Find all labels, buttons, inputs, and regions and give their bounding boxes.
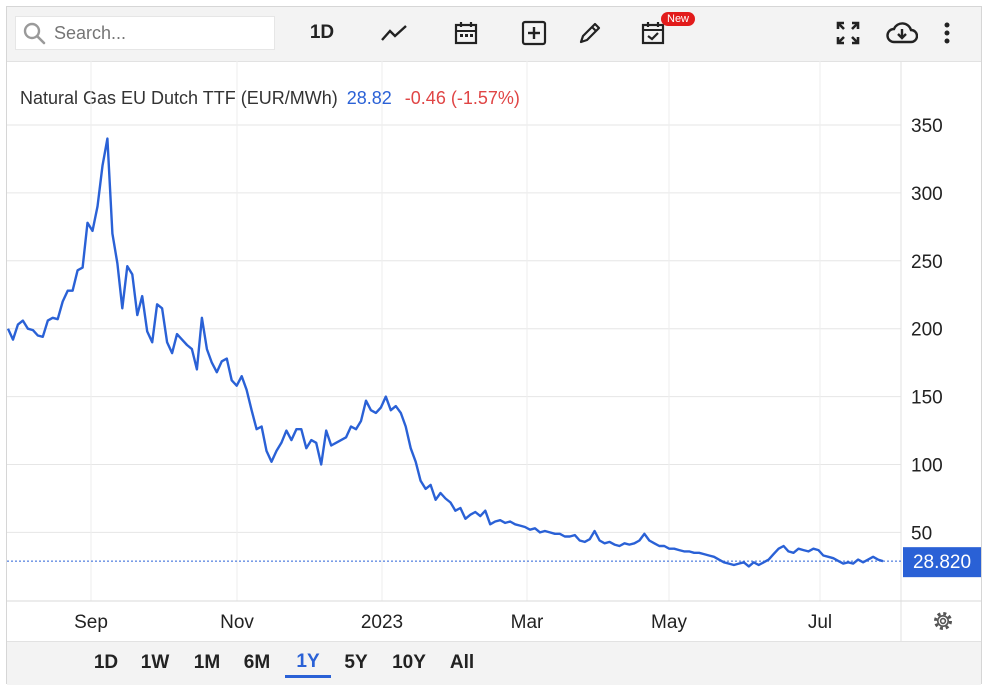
download-cloud-icon[interactable] — [885, 18, 919, 48]
x-tick-label: Jul — [808, 612, 832, 633]
y-tick-label: 250 — [911, 252, 943, 273]
calendar-icon[interactable] — [451, 18, 481, 48]
event-calendar-icon[interactable] — [638, 18, 668, 48]
instrument-name: Natural Gas EU Dutch TTF (EUR/MWh) — [20, 88, 338, 108]
search-icon — [23, 22, 46, 45]
range-button-1d[interactable]: 1D — [93, 652, 119, 673]
y-tick-label: 350 — [911, 116, 943, 137]
search-input[interactable] — [52, 21, 266, 45]
y-tick-label: 150 — [911, 388, 943, 409]
x-tick-label: Nov — [220, 612, 254, 633]
price-line — [7, 137, 884, 568]
more-options-icon[interactable] — [937, 18, 957, 48]
range-button-all[interactable]: All — [449, 652, 475, 673]
chart-widget: 1D — [6, 6, 982, 685]
search-box[interactable] — [15, 16, 275, 50]
y-tick-label: 200 — [911, 320, 943, 341]
y-tick-label: 300 — [911, 184, 943, 205]
last-price-label: 28.820 — [913, 552, 971, 573]
price-change: -0.46 (-1.57%) — [404, 88, 520, 108]
range-button-1w[interactable]: 1W — [140, 652, 170, 673]
x-tick-label: Sep — [74, 612, 108, 633]
toolbar: 1D — [7, 7, 981, 62]
add-indicator-icon[interactable] — [519, 18, 549, 48]
fullscreen-icon[interactable] — [833, 18, 863, 48]
pencil-icon[interactable] — [575, 18, 605, 48]
range-button-1m[interactable]: 1M — [193, 652, 221, 673]
last-price: 28.82 — [346, 88, 392, 108]
x-tick-label: 2023 — [361, 612, 403, 633]
range-selector: 1D 1W 1M 6M 1Y 5Y 10Y All — [7, 641, 981, 685]
y-tick-label: 50 — [911, 523, 932, 544]
range-button-10y[interactable]: 10Y — [392, 652, 426, 673]
chart-title: Natural Gas EU Dutch TTF (EUR/MWh) 28.82… — [20, 88, 520, 109]
y-tick-label: 100 — [911, 456, 943, 477]
new-badge: New — [661, 12, 696, 26]
range-button-6m[interactable]: 6M — [243, 652, 271, 673]
settings-gear-icon[interactable] — [931, 609, 955, 638]
x-tick-label: Mar — [511, 612, 544, 633]
x-tick-label: May — [651, 612, 687, 633]
last-price-marker — [903, 547, 981, 578]
range-button-1y[interactable]: 1Y — [285, 648, 331, 678]
range-button-5y[interactable]: 5Y — [344, 652, 368, 673]
chart-type-icon[interactable] — [379, 18, 409, 48]
interval-button[interactable]: 1D — [309, 22, 335, 43]
price-chart[interactable]: 50 100 150 200 250 300 350 Sep Nov 2023 Mar May Jul 2… — [7, 61, 981, 641]
